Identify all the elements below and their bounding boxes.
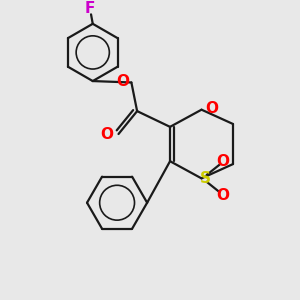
- Text: F: F: [84, 1, 94, 16]
- Text: O: O: [217, 188, 230, 203]
- Text: O: O: [100, 127, 114, 142]
- Text: S: S: [200, 171, 211, 186]
- Text: O: O: [116, 74, 129, 88]
- Text: O: O: [217, 154, 230, 169]
- Text: O: O: [205, 101, 218, 116]
